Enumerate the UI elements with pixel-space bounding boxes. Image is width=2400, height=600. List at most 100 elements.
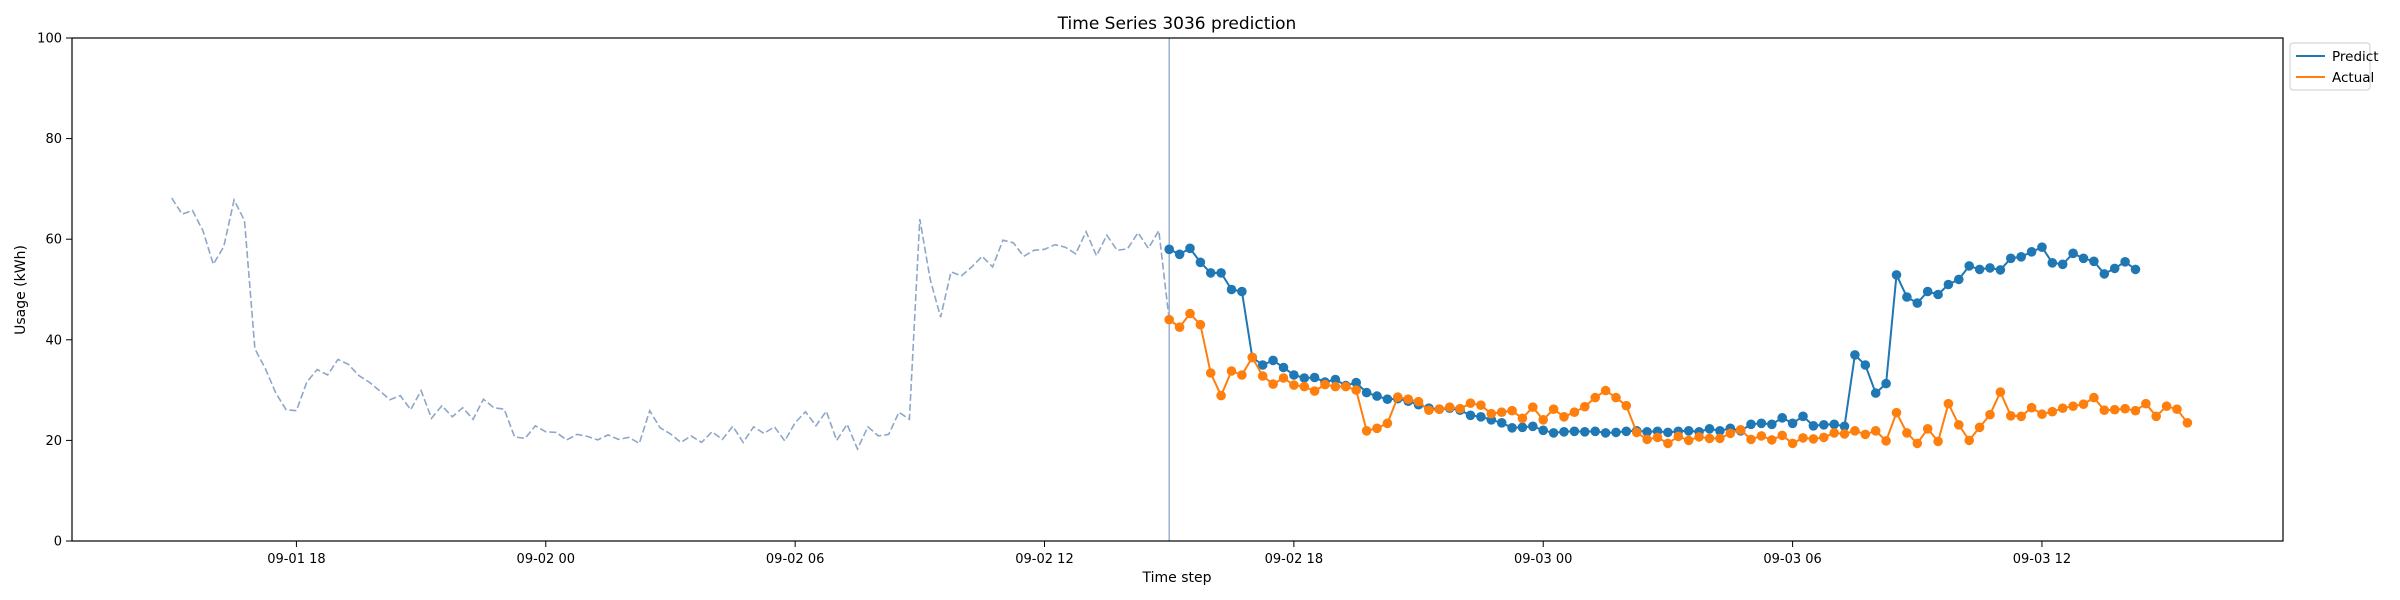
data-point-actual: [1393, 392, 1403, 402]
data-point-actual: [1933, 436, 1943, 447]
data-point-actual: [1891, 407, 1902, 418]
data-point-predict: [1559, 427, 1569, 437]
y-tick-label: 60: [45, 233, 62, 248]
data-point-actual: [2109, 404, 2120, 415]
data-point-actual: [1216, 390, 1226, 401]
data-point-predict: [1590, 426, 1600, 437]
data-point-predict: [1985, 263, 1995, 273]
data-point-predict: [1922, 286, 1933, 297]
data-point-actual: [1268, 379, 1278, 389]
data-point-actual: [2182, 418, 2193, 428]
data-point-actual: [1185, 308, 1195, 319]
data-point-predict: [1299, 373, 1310, 383]
data-point-actual: [1413, 396, 1424, 407]
data-point-predict: [2130, 264, 2141, 275]
data-point-predict: [1174, 249, 1185, 260]
data-point-predict: [1777, 413, 1787, 423]
data-point-actual: [1902, 428, 1912, 438]
data-point-predict: [1237, 286, 1247, 297]
data-point-actual: [1673, 431, 1684, 442]
data-point-actual: [1507, 405, 1517, 416]
data-point-predict: [1954, 274, 1964, 285]
data-point-actual: [1590, 392, 1600, 403]
data-point-predict: [2006, 253, 2016, 264]
data-point-actual: [1247, 352, 1258, 363]
data-point-predict: [1205, 268, 1216, 278]
data-point-predict: [2068, 248, 2078, 259]
data-point-predict: [1860, 360, 1871, 370]
x-tick-label: 09-02 06: [766, 552, 824, 567]
data-point-actual: [1954, 420, 1964, 430]
chart-title: Time Series 3036 prediction: [1057, 14, 1297, 34]
data-point-actual: [1922, 424, 1933, 434]
data-point-predict: [1715, 426, 1725, 436]
data-point-predict: [1870, 388, 1881, 398]
data-point-predict: [1943, 279, 1954, 290]
data-point-actual: [1486, 408, 1497, 419]
data-point-actual: [1205, 368, 1216, 378]
plot-frame: [71, 37, 2284, 542]
data-point-actual: [1819, 432, 1829, 443]
data-point-predict: [1507, 423, 1517, 433]
data-point-predict: [1268, 355, 1278, 366]
data-point-actual: [1372, 423, 1382, 434]
data-point-predict: [1995, 265, 2006, 275]
data-point-actual: [1985, 409, 1995, 420]
data-point-actual: [1808, 434, 1819, 444]
data-point-predict: [1476, 412, 1486, 422]
data-point-predict: [2026, 247, 2037, 257]
data-point-predict: [1216, 268, 1226, 278]
plot-area: [171, 38, 2193, 541]
data-point-actual: [1424, 405, 1434, 416]
data-point-predict: [1289, 370, 1299, 380]
data-point-actual: [1715, 433, 1725, 444]
data-point-predict: [1746, 419, 1756, 430]
data-point-actual: [1361, 426, 1372, 436]
data-point-actual: [1787, 438, 1798, 449]
data-point-predict: [1912, 298, 1923, 308]
data-point-actual: [1652, 432, 1663, 443]
data-point-actual: [1798, 433, 1808, 443]
data-point-actual: [1611, 392, 1621, 403]
data-point-actual: [1974, 422, 1985, 433]
series-line-predict: [1168, 245, 2137, 434]
data-point-actual: [2037, 409, 2047, 420]
data-point-actual: [2130, 405, 2141, 416]
data-point-actual: [1195, 319, 1206, 330]
data-point-actual: [1756, 431, 1767, 441]
data-point-predict: [1309, 372, 1320, 383]
legend-label-predict: Predict: [2332, 49, 2379, 65]
data-point-predict: [1361, 387, 1372, 398]
legend: Predict Actual: [2289, 42, 2379, 91]
data-point-actual: [1683, 435, 1694, 446]
data-point-predict: [1185, 243, 1195, 254]
data-point-actual: [1725, 428, 1736, 439]
data-point-actual: [1309, 386, 1320, 396]
data-point-predict: [1226, 284, 1237, 295]
data-point-actual: [1257, 371, 1268, 381]
data-point-actual: [1746, 434, 1756, 445]
data-point-actual: [1226, 366, 1237, 376]
data-point-predict: [2099, 269, 2110, 279]
data-point-actual: [1881, 436, 1891, 446]
data-point-predict: [1621, 426, 1632, 437]
data-point-predict: [1819, 420, 1829, 430]
data-point-actual: [1829, 428, 1839, 438]
data-point-actual: [2026, 402, 2037, 413]
data-point-predict: [1528, 421, 1538, 432]
data-point-predict: [2047, 258, 2058, 268]
data-point-actual: [1767, 435, 1777, 445]
data-point-predict: [1496, 418, 1507, 428]
data-point-predict: [1829, 419, 1839, 430]
data-point-actual: [1642, 434, 1652, 445]
data-point-actual: [2099, 405, 2110, 416]
data-point-predict: [1663, 427, 1673, 438]
data-point-actual: [1476, 400, 1486, 411]
data-point-predict: [2109, 263, 2120, 274]
data-point-predict: [1278, 362, 1289, 373]
data-point-actual: [1995, 387, 2006, 397]
data-point-predict: [1798, 411, 1808, 422]
data-point-actual: [2151, 411, 2161, 422]
x-tick-label: 09-03 06: [1763, 552, 1821, 567]
